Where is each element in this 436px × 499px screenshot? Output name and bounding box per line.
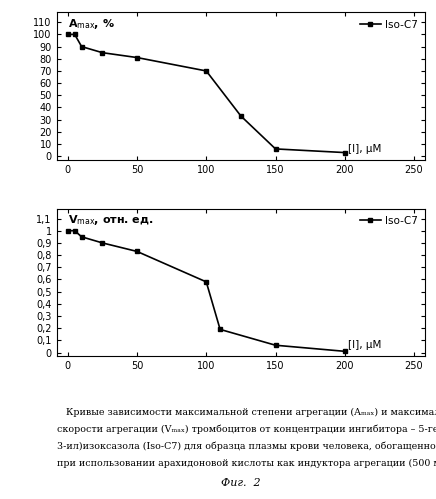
Legend: Iso-C7: Iso-C7: [358, 17, 420, 32]
Text: [I], μM: [I], μM: [347, 340, 381, 350]
Text: Фиг.  2: Фиг. 2: [221, 478, 261, 488]
Text: V$_{\mathrm{max}}$, отн. ед.: V$_{\mathrm{max}}$, отн. ед.: [68, 213, 153, 227]
Iso-C7: [100, 240, 105, 246]
Iso-C7: [273, 146, 278, 152]
Text: Кривые зависимости максимальной степени агрегации (Aₘₐₓ) и максимальной: Кривые зависимости максимальной степени …: [57, 408, 436, 417]
Iso-C7: [342, 348, 347, 354]
Iso-C7: [204, 279, 209, 285]
Iso-C7: [273, 342, 278, 348]
Text: скорости агрегации (Vₘₐₓ) тромбоцитов от концентрации ингибитора – 5-гептил-3-(п: скорости агрегации (Vₘₐₓ) тромбоцитов от…: [57, 425, 436, 434]
Iso-C7: [65, 31, 70, 37]
Iso-C7: [79, 43, 84, 49]
Text: A$_{\mathrm{max}}$, %: A$_{\mathrm{max}}$, %: [68, 17, 115, 31]
Iso-C7: [65, 228, 70, 234]
Text: при использовании арахидоновой кислоты как индуктора агрегации (500 мкМ).: при использовании арахидоновой кислоты к…: [57, 459, 436, 468]
Iso-C7: [204, 68, 209, 74]
Iso-C7: [100, 50, 105, 56]
Line: Iso-C7: Iso-C7: [65, 228, 347, 354]
Iso-C7: [79, 234, 84, 240]
Iso-C7: [72, 31, 77, 37]
Iso-C7: [238, 113, 243, 119]
Iso-C7: [72, 228, 77, 234]
Legend: Iso-C7: Iso-C7: [358, 214, 420, 228]
Iso-C7: [218, 326, 223, 332]
Iso-C7: [134, 54, 140, 60]
Text: 3-ил)изоксазола (Iso-C7) для образца плазмы крови человека, обогащенной тромбоци: 3-ил)изоксазола (Iso-C7) для образца пла…: [57, 442, 436, 451]
Text: [I], μM: [I], μM: [347, 144, 381, 154]
Iso-C7: [342, 150, 347, 156]
Line: Iso-C7: Iso-C7: [65, 32, 347, 155]
Iso-C7: [134, 249, 140, 254]
